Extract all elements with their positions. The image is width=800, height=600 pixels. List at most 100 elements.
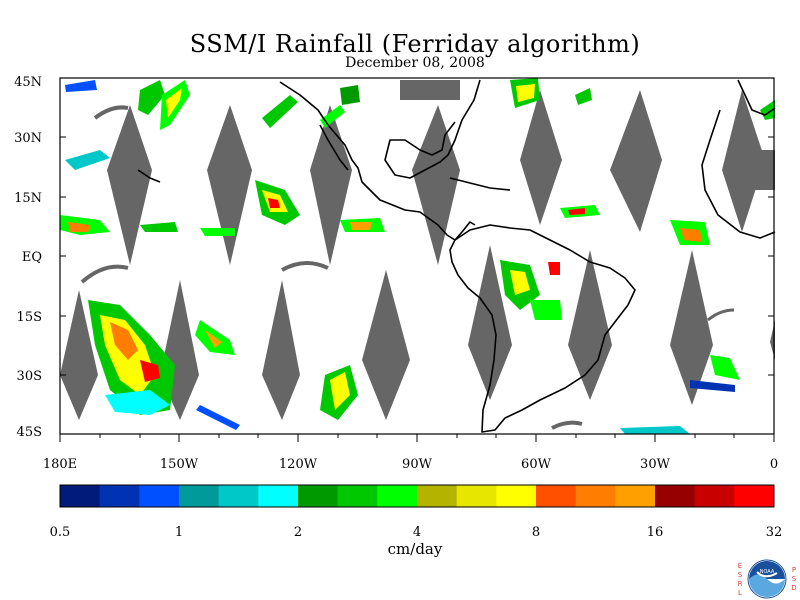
rain-patch-north-pacific	[65, 80, 360, 170]
logo-letter: S	[738, 571, 743, 579]
colorbar-labels: 0.5 1 2 4 8 16 32	[50, 525, 783, 540]
swath-gap	[755, 150, 775, 190]
lat-label: 30N	[14, 131, 42, 146]
lon-label: 150W	[160, 457, 199, 472]
lon-labels: 180E 150W 120W 90W 60W 30W 0	[43, 457, 778, 472]
swath-edge-arc	[93, 105, 129, 120]
swath-gap	[362, 270, 410, 420]
colorbar-label: 0.5	[50, 525, 71, 540]
swath-gap	[310, 105, 352, 265]
rain-patch	[140, 222, 178, 232]
rain-patch	[140, 360, 160, 382]
swath-gaps	[60, 80, 775, 430]
rain-patch	[548, 262, 560, 275]
lat-axis	[60, 77, 774, 435]
coastline-north-america	[279, 81, 476, 241]
colorbar-label: 4	[413, 525, 421, 540]
rain-patch	[710, 355, 740, 380]
rain-patch	[68, 222, 90, 232]
rain-patch	[205, 330, 222, 348]
swath-edge-arc	[281, 261, 329, 272]
rain-patch-atlantic	[510, 78, 775, 434]
noaa-esrl-psd-logo: NOAA E S R L P S D	[735, 558, 799, 600]
coastline-us-east	[384, 79, 481, 179]
colorbar-cell	[139, 485, 180, 507]
rain-patch-central-pacific	[60, 180, 385, 236]
colorbar-cell	[99, 485, 140, 507]
colorbar-cell	[179, 485, 220, 507]
rain-patch	[350, 222, 372, 230]
rainfall-patches	[60, 78, 775, 434]
rain-patch-south-america	[320, 260, 562, 420]
swath-edge-arc	[707, 308, 735, 322]
colorbar-cell	[694, 485, 735, 507]
swath-edge-arc	[80, 264, 129, 284]
rain-patch	[65, 150, 110, 170]
colorbar-border	[59, 484, 775, 508]
swath-gap	[520, 90, 562, 225]
rain-patch	[105, 390, 170, 415]
colorbar-cell	[377, 485, 418, 507]
map-title: SSM/I Rainfall (Ferriday algorithm)	[189, 30, 641, 58]
lat-label: 45S	[17, 425, 42, 440]
coastline-baja	[319, 124, 349, 171]
colorbar	[59, 484, 775, 508]
lat-labels: 45N 30N 15N EQ 15S 30S 45S	[14, 75, 42, 440]
rain-patch	[166, 88, 182, 118]
logo-letter: R	[738, 580, 743, 588]
swath-gap	[568, 250, 612, 400]
colorbar-label: 1	[175, 525, 183, 540]
lon-axis	[59, 434, 775, 442]
rain-patch	[510, 270, 530, 295]
swath-gap	[262, 280, 300, 420]
rain-patch	[620, 426, 690, 434]
rain-patch	[340, 85, 360, 105]
lon-label: 180E	[43, 457, 77, 472]
colorbar-cell	[60, 485, 101, 507]
colorbar-label: 16	[647, 525, 664, 540]
lon-label: 120W	[279, 457, 318, 472]
lon-label: 0	[770, 457, 778, 472]
lat-label: 30S	[17, 369, 42, 384]
rain-patch-south-bands	[196, 380, 735, 430]
swath-gap	[60, 290, 98, 420]
swath-gap	[670, 250, 713, 405]
coastline-south-america	[449, 224, 636, 433]
lat-label: 15N	[14, 191, 42, 206]
colorbar-cell	[496, 485, 537, 507]
colorbar-cell	[417, 485, 458, 507]
swath-gap	[722, 90, 765, 232]
coastline-caribbean	[449, 177, 511, 191]
colorbar-cell	[456, 485, 497, 507]
noaa-logo-icon: NOAA E S R L P S D	[738, 559, 797, 599]
colorbar-cell	[655, 485, 696, 507]
rain-patch-south-pacific-west	[88, 300, 235, 415]
colorbar-cell	[615, 485, 656, 507]
coastline-africa	[701, 109, 776, 239]
rain-patch	[268, 198, 280, 208]
colorbar-cell	[258, 485, 299, 507]
swath-gap	[207, 105, 252, 265]
logo-name: NOAA	[760, 569, 775, 575]
logo-letter: E	[738, 562, 742, 570]
lon-label: 30W	[640, 457, 671, 472]
colorbar-cell	[298, 485, 339, 507]
rain-patch	[690, 380, 735, 392]
swath-gap	[107, 105, 152, 265]
colorbar-label: 32	[766, 525, 783, 540]
logo-letter: D	[791, 584, 796, 592]
colorbar-cell	[218, 485, 259, 507]
rain-patch	[200, 228, 235, 236]
coastlines	[137, 79, 776, 433]
colorbar-units: cm/day	[387, 540, 443, 558]
rain-patch	[110, 322, 138, 360]
swath-gap	[610, 90, 662, 232]
lon-label: 90W	[402, 457, 433, 472]
lon-label: 60W	[521, 457, 552, 472]
coastline-europe	[737, 79, 776, 116]
colorbar-cell	[337, 485, 378, 507]
logo-letter: S	[792, 575, 797, 583]
rain-patch	[262, 95, 298, 128]
rain-patch	[196, 405, 240, 430]
